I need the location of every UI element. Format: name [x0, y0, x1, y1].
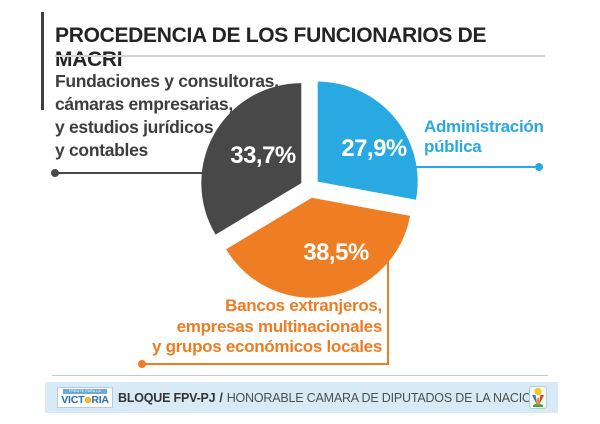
- value-administracion: 27,9%: [341, 135, 407, 162]
- label-administracion: Administración pública: [424, 117, 544, 157]
- label-line: y grupos económicos locales: [152, 337, 382, 356]
- page-title: PROCEDENCIA DE LOS FUNCIONARIOS DE MACRI: [55, 24, 487, 71]
- value-fundaciones: 33,7%: [230, 142, 296, 169]
- label-line: y estudios jurídicos: [55, 117, 214, 137]
- left-accent-rule: [41, 12, 44, 110]
- label-line: cámaras empresarias,: [55, 94, 233, 114]
- pie-slice-bancos: [226, 197, 411, 298]
- leader-line-orange: [138, 258, 389, 368]
- footer-emblem-icon: [529, 386, 547, 409]
- victoria-text-left: VICT: [61, 394, 85, 406]
- label-bancos: Bancos extranjeros, empresas multinacion…: [110, 296, 382, 358]
- pie-slice-fundaciones: [201, 83, 302, 235]
- label-fundaciones: Fundaciones y consultoras, cámaras empre…: [55, 70, 279, 162]
- footer-bar: FRENTE PARA LA VICT RIA BLOQUE FPV-PJ / H…: [45, 382, 558, 413]
- victoria-text-right: RIA: [91, 394, 109, 406]
- victoria-logo-banner: FRENTE PARA LA: [63, 389, 107, 394]
- label-line: pública: [424, 137, 482, 156]
- label-line: Bancos extranjeros,: [225, 296, 382, 315]
- label-line: Fundaciones y consultoras,: [55, 71, 279, 91]
- leader-dot-dark: [51, 169, 59, 177]
- victoria-logo-text: VICT RIA: [61, 394, 109, 406]
- footer-organization: HONORABLE CAMARA DE DIPUTADOS DE LA NACI…: [226, 390, 541, 405]
- label-line: y contables: [55, 140, 148, 160]
- title-underline: [55, 55, 545, 57]
- value-bancos: 38,5%: [303, 239, 369, 266]
- label-line: Administración: [424, 117, 544, 136]
- sun-icon: [84, 397, 91, 403]
- footer-slash: /: [219, 390, 223, 405]
- pie-slice-administracion: [317, 81, 418, 200]
- victoria-logo: FRENTE PARA LA VICT RIA: [57, 387, 113, 408]
- footer-caption: BLOQUE FPV-PJ / HONORABLE CAMARA DE DIPU…: [118, 382, 541, 413]
- footer-bloque: BLOQUE FPV-PJ: [118, 390, 216, 405]
- label-line: empresas multinacionales: [176, 316, 383, 336]
- leader-line-blue: [405, 163, 543, 171]
- footer-separator: [52, 375, 548, 376]
- leader-dot-blue: [535, 163, 543, 171]
- leader-dot-orange: [138, 360, 146, 368]
